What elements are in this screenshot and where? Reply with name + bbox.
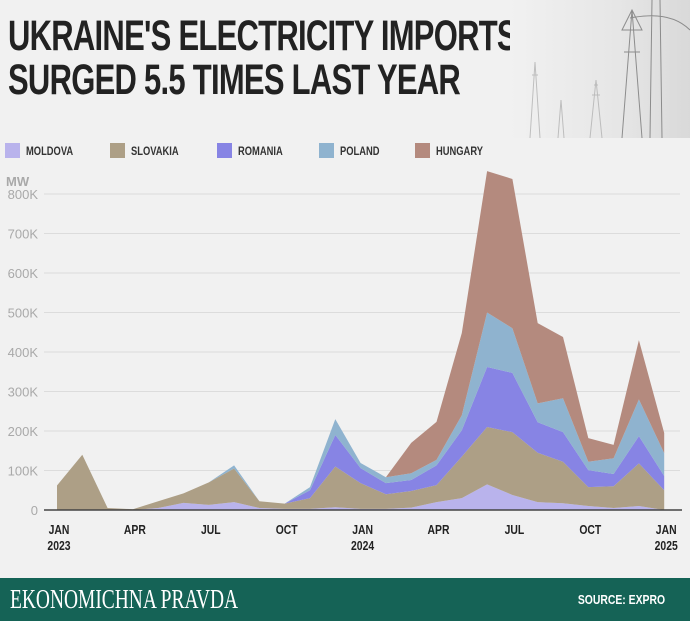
- area-poland: [57, 312, 665, 510]
- legend-item-hungary: HUNGARY: [414, 143, 496, 158]
- y-tick-label: 0: [31, 503, 38, 518]
- y-tick-label: 500K: [8, 306, 39, 321]
- legend-item-romania: ROMANIA: [216, 143, 295, 158]
- x-tick-label: JUL: [505, 523, 525, 537]
- power-pylons-image: [510, 0, 690, 139]
- area-romania: [57, 367, 665, 510]
- x-tick-label: APR: [124, 523, 146, 537]
- legend: MOLDOVA SLOVAKIA ROMANIA POLAND HUNGARY: [5, 143, 520, 158]
- y-tick-label: 100K: [8, 464, 39, 479]
- y-axis-label: MW: [6, 174, 30, 189]
- x-tick-label: JAN: [49, 523, 70, 537]
- x-tick-year-label: 2025: [655, 539, 679, 553]
- footer: EKONOMICHNA PRAVDA SOURCE: EXPRO: [0, 578, 690, 621]
- chart-title: UKRAINE'S ELECTRICITY IMPORTS SURGED 5.5…: [8, 12, 518, 104]
- area-hungary: [57, 171, 665, 510]
- legend-item-moldova: MOLDOVA: [5, 143, 86, 158]
- legend-item-poland: POLAND: [318, 143, 391, 158]
- pylon-icon: [529, 0, 690, 139]
- area-slovakia: [57, 427, 665, 510]
- x-tick-label: JAN: [656, 523, 677, 537]
- x-tick-label: OCT: [276, 523, 299, 537]
- legend-swatch: [318, 143, 334, 158]
- y-tick-label: 400K: [8, 345, 39, 360]
- legend-swatch: [216, 143, 232, 158]
- title-line-2: SURGED 5.5 TIMES LAST YEAR: [8, 56, 461, 104]
- legend-swatch: [414, 143, 430, 158]
- legend-swatch: [110, 143, 126, 158]
- legend-label: MOLDOVA: [26, 143, 74, 158]
- y-tick-label: 200K: [8, 424, 39, 439]
- y-tick-label: 800K: [8, 187, 39, 202]
- legend-label: ROMANIA: [237, 143, 283, 158]
- title-line-1: UKRAINE'S ELECTRICITY IMPORTS: [8, 12, 518, 60]
- legend-swatch: [5, 143, 20, 158]
- source-label: SOURCE: EXPRO: [577, 592, 665, 607]
- area-moldova: [57, 484, 665, 510]
- y-tick-label: 600K: [8, 266, 39, 281]
- x-tick-year-label: 2024: [351, 539, 375, 553]
- legend-label: SLOVAKIA: [131, 143, 180, 158]
- x-tick-label: OCT: [579, 523, 602, 537]
- x-tick-label: JAN: [352, 523, 373, 537]
- x-tick-year-label: 2023: [47, 539, 71, 553]
- legend-item-slovakia: SLOVAKIA: [110, 143, 192, 158]
- x-tick-label: APR: [428, 523, 450, 537]
- y-tick-label: 300K: [8, 385, 39, 400]
- x-tick-label: JUL: [201, 523, 221, 537]
- y-tick-label: 700K: [8, 227, 39, 242]
- legend-label: POLAND: [339, 143, 380, 158]
- legend-label: HUNGARY: [435, 143, 483, 158]
- brand-logo: EKONOMICHNA PRAVDA: [10, 584, 239, 614]
